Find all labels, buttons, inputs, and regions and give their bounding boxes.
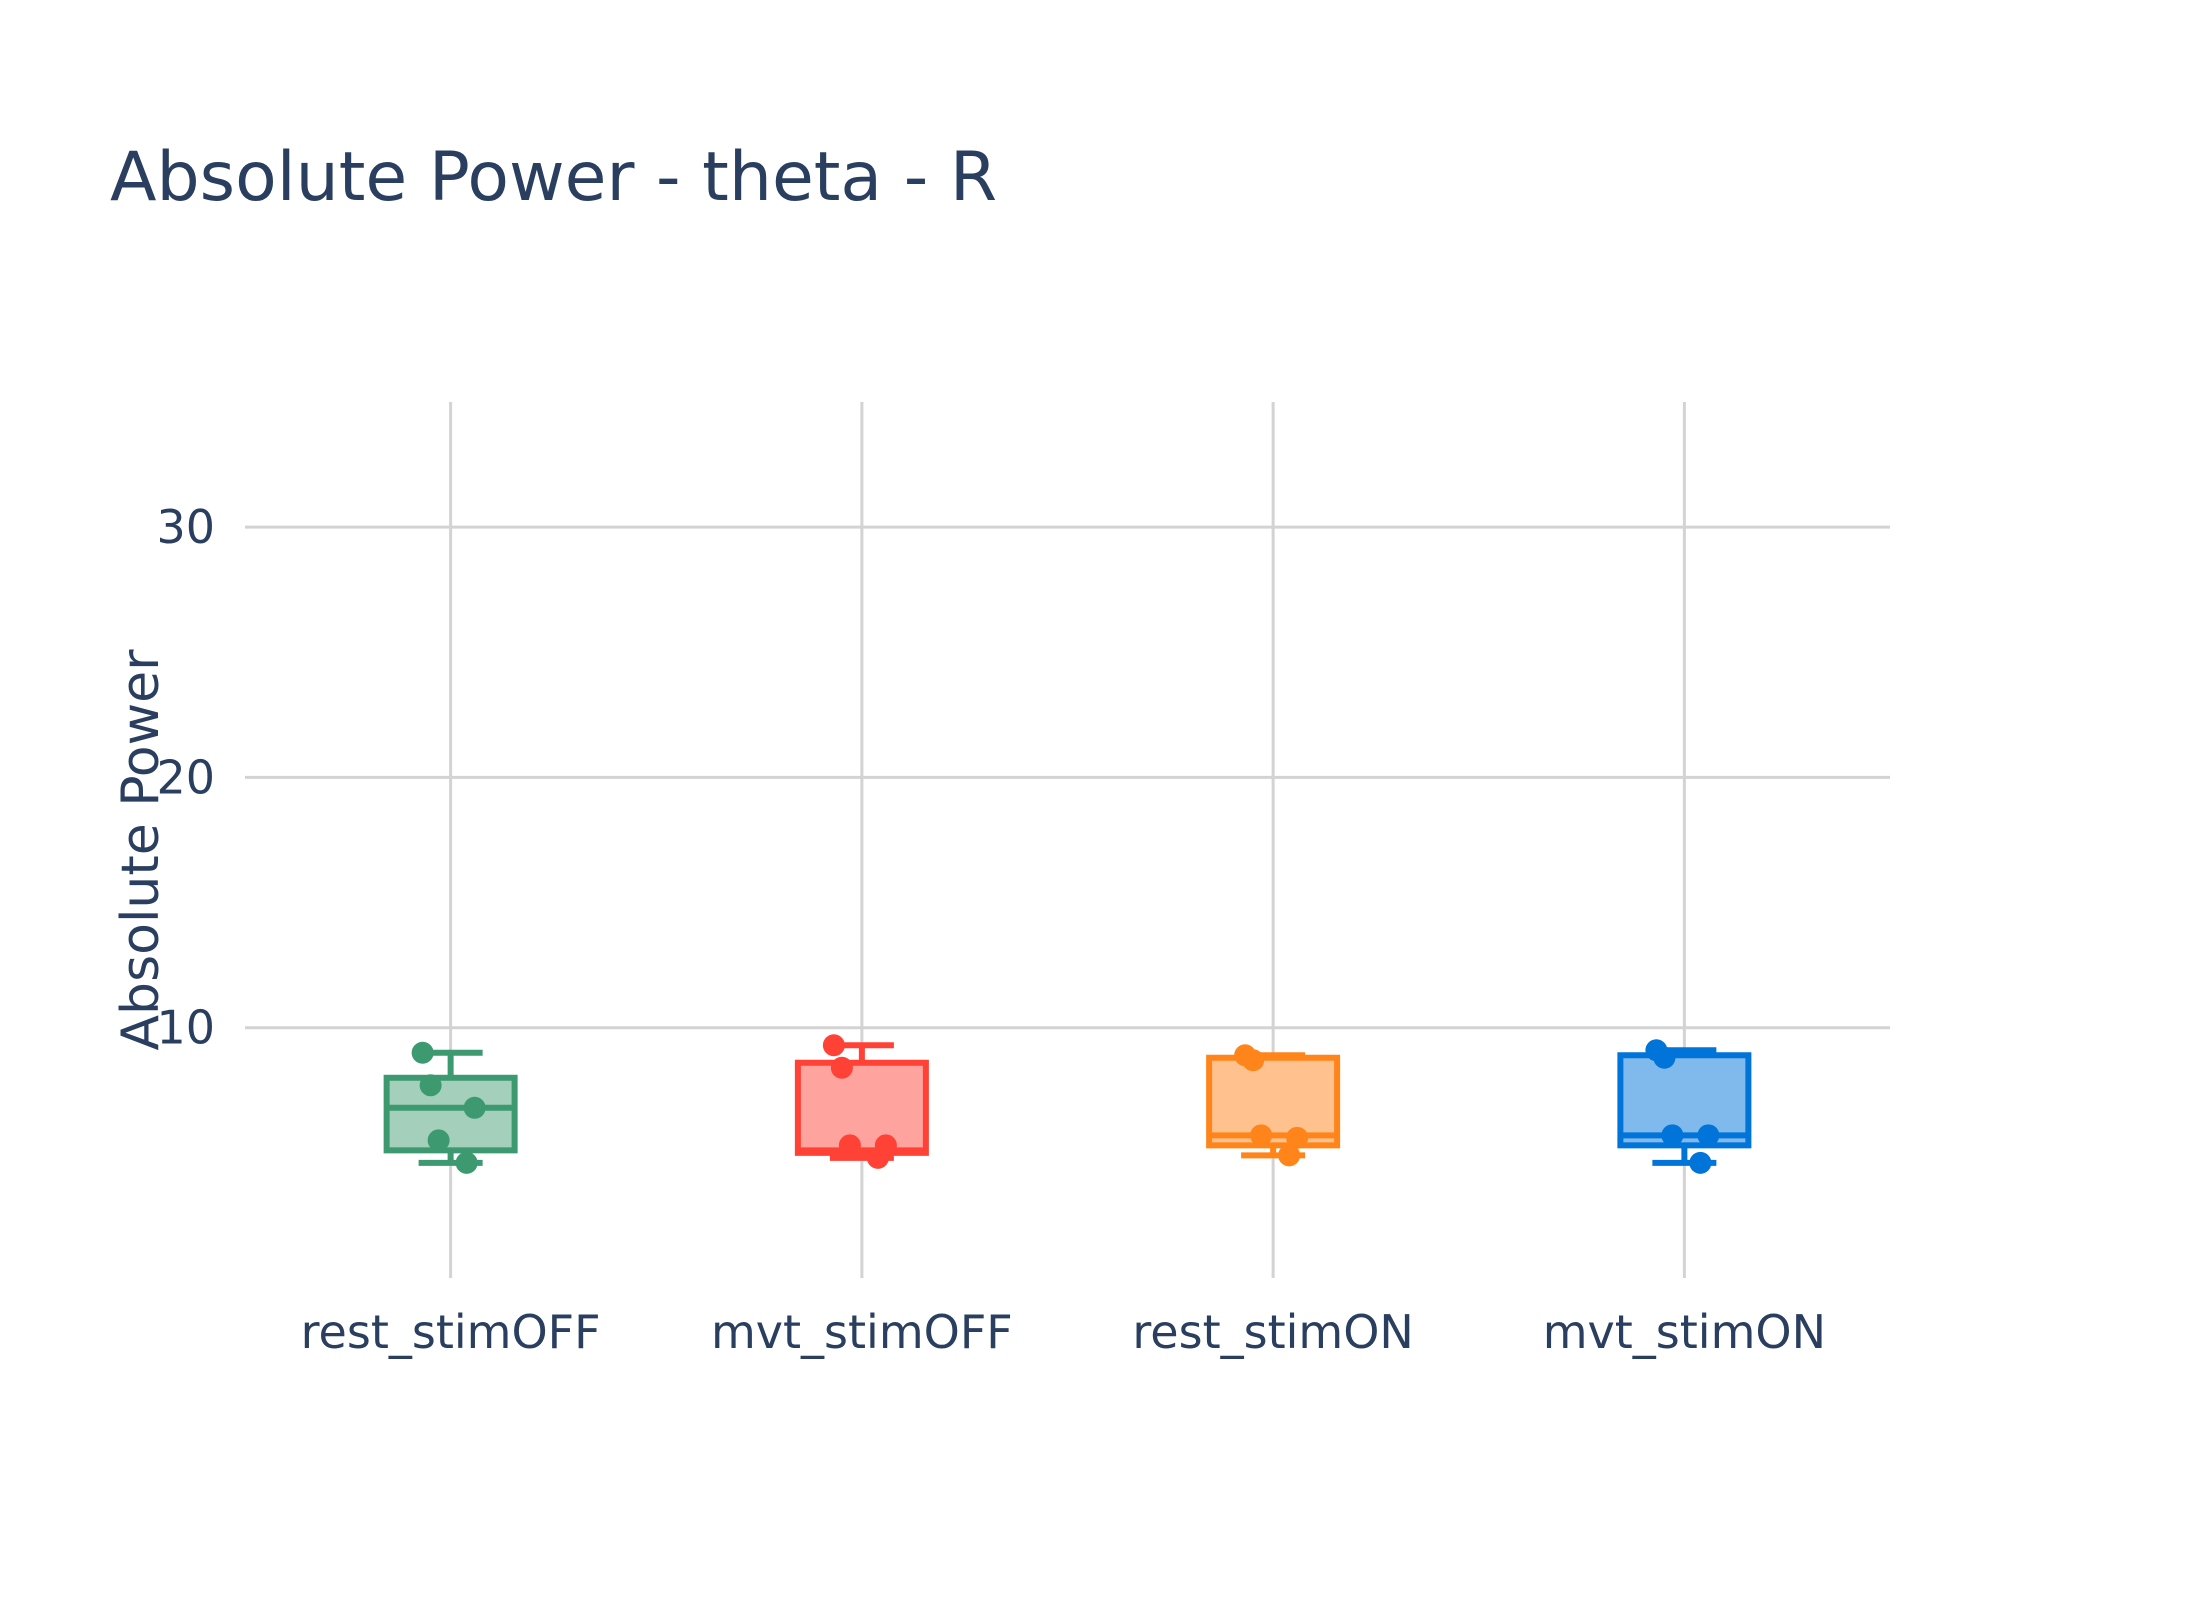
data-point bbox=[838, 1134, 861, 1157]
x-tick-label: mvt_stimON bbox=[1543, 1305, 1826, 1359]
data-point bbox=[455, 1151, 478, 1174]
data-point bbox=[822, 1034, 845, 1057]
y-tick-label: 10 bbox=[156, 1001, 215, 1055]
box-trace bbox=[1206, 1052, 1341, 1159]
data-point bbox=[830, 1056, 853, 1079]
data-point bbox=[427, 1129, 450, 1152]
grid-lines bbox=[245, 402, 1890, 1278]
data-points bbox=[411, 1034, 1720, 1174]
data-point bbox=[1661, 1124, 1684, 1147]
data-point bbox=[1250, 1124, 1273, 1147]
box-body bbox=[1206, 1054, 1341, 1149]
x-tick-label: rest_stimOFF bbox=[301, 1305, 601, 1359]
box-trace bbox=[1617, 1047, 1752, 1166]
data-point bbox=[866, 1146, 889, 1169]
data-point bbox=[411, 1041, 434, 1064]
y-axis-ticks: 10 20 30 bbox=[156, 500, 215, 1055]
y-tick-label: 30 bbox=[156, 500, 215, 554]
box-trace bbox=[794, 1042, 929, 1161]
data-point bbox=[1278, 1144, 1301, 1167]
box-trace bbox=[383, 1049, 518, 1166]
box-body bbox=[1617, 1052, 1752, 1149]
x-tick-label: mvt_stimOFF bbox=[711, 1305, 1013, 1359]
data-point bbox=[1689, 1151, 1712, 1174]
data-point bbox=[1697, 1124, 1720, 1147]
data-point bbox=[463, 1096, 486, 1119]
box-traces bbox=[383, 1042, 1752, 1166]
data-point bbox=[1286, 1126, 1309, 1149]
data-point bbox=[1653, 1046, 1676, 1069]
chart-title: Absolute Power - theta - R bbox=[110, 138, 997, 217]
x-tick-label: rest_stimON bbox=[1132, 1305, 1413, 1359]
data-point bbox=[419, 1074, 442, 1097]
box-body bbox=[383, 1074, 518, 1154]
data-point bbox=[1242, 1049, 1265, 1072]
y-tick-label: 20 bbox=[156, 750, 215, 804]
box-body bbox=[794, 1059, 929, 1156]
x-axis-ticks: rest_stimOFF mvt_stimOFF rest_stimON mvt_st… bbox=[301, 1305, 1826, 1359]
y-axis-title: Absolute Power bbox=[111, 649, 171, 1051]
